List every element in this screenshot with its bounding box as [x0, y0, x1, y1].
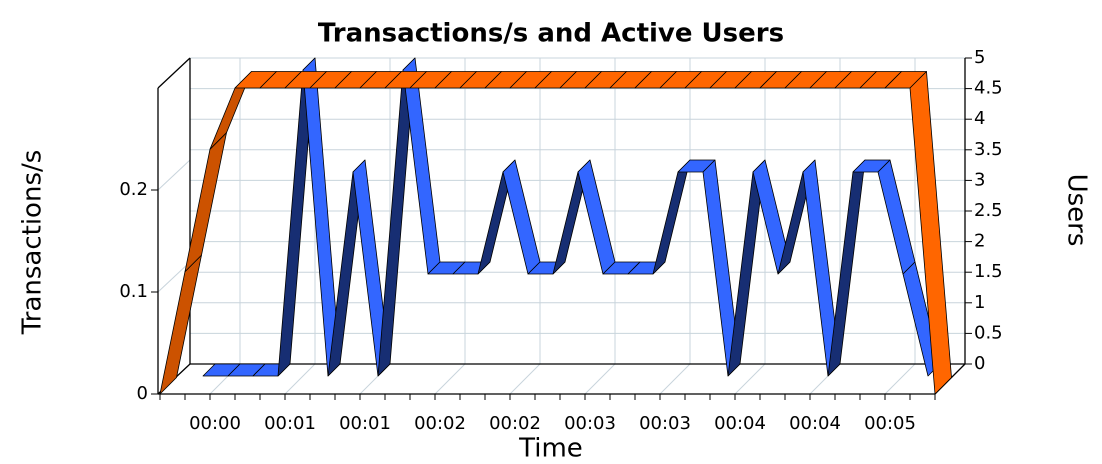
y2-tick-label: 4 — [974, 108, 985, 129]
chart-title: Transactions/s and Active Users — [318, 19, 784, 49]
axis-line — [157, 57, 191, 89]
grid-line — [584, 363, 616, 395]
y-axis-title: Transactions/s — [18, 150, 48, 336]
x-tick-label: 00:03 — [564, 413, 616, 434]
x-tick-label: 00:02 — [489, 413, 541, 434]
y-tick-label: 0.2 — [119, 179, 148, 200]
y2-tick-label: 3.5 — [974, 139, 1003, 160]
x-axis-title: Time — [518, 434, 583, 464]
grid-line — [884, 363, 916, 395]
y2-tick-label: 2.5 — [974, 200, 1003, 221]
grid-line — [734, 363, 766, 395]
x-tick-label: 00:02 — [414, 413, 466, 434]
y2-tick-label: 4.5 — [974, 78, 1003, 99]
y-tick-label: 0.1 — [119, 281, 148, 302]
y2-tick-label: 0.5 — [974, 322, 1003, 343]
x-tick-label: 00:00 — [189, 413, 241, 434]
grid-line — [284, 363, 316, 395]
y-tick-label: 0 — [137, 383, 148, 404]
x-tick-label: 00:04 — [714, 413, 766, 434]
y2-tick-label: 0 — [974, 353, 985, 374]
grid-line — [659, 363, 691, 395]
y2-tick-label: 1.5 — [974, 261, 1003, 282]
x-tick-label: 00:04 — [789, 413, 841, 434]
grid-line — [434, 363, 466, 395]
y2-axis-title: Users — [1062, 174, 1092, 247]
grid-line — [509, 363, 541, 395]
grid-line — [157, 261, 191, 293]
x-tick-label: 00:01 — [339, 413, 391, 434]
y2-tick-label: 3 — [974, 169, 985, 190]
y2-tick-label: 1 — [974, 292, 985, 313]
ribbon-segment — [909, 71, 952, 395]
grid-line — [157, 159, 191, 191]
y2-tick-label: 5 — [974, 47, 985, 68]
x-tick-label: 00:03 — [639, 413, 691, 434]
x-tick-label: 00:05 — [864, 413, 916, 434]
y2-tick-label: 2 — [974, 231, 985, 252]
x-tick-label: 00:01 — [264, 413, 316, 434]
